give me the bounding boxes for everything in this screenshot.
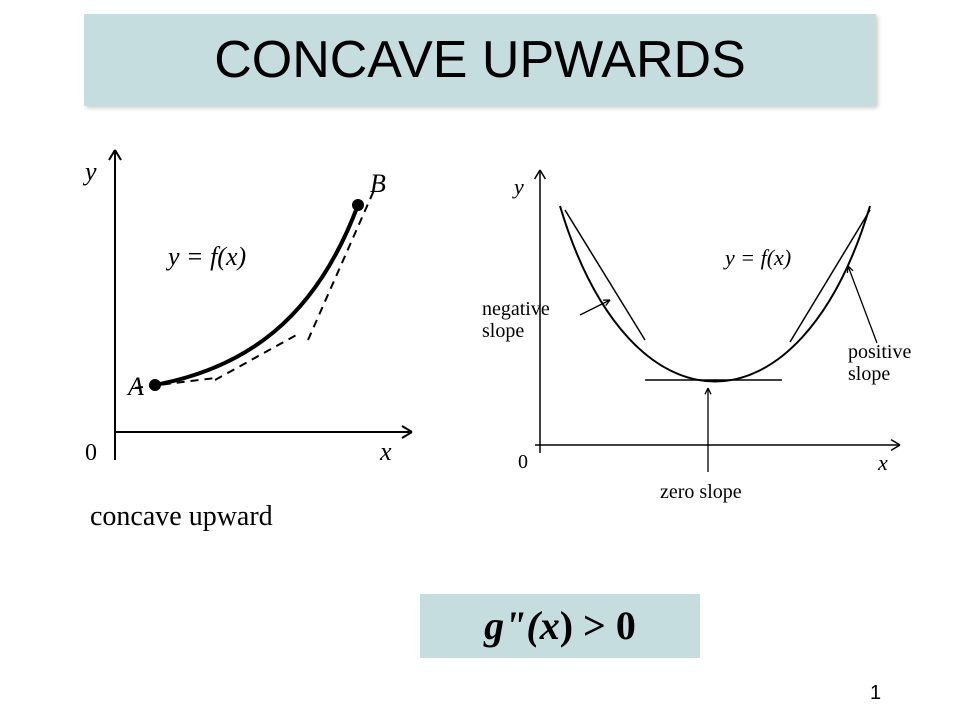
svg-text:B: B <box>370 169 386 198</box>
svg-text:x: x <box>379 437 392 466</box>
formula-text: g"(x) > 0 <box>484 603 636 648</box>
svg-text:0: 0 <box>518 451 528 473</box>
svg-text:A: A <box>126 372 144 401</box>
svg-text:y = f(x): y = f(x) <box>165 242 246 271</box>
page-number: 1 <box>870 682 881 705</box>
svg-text:y: y <box>512 174 524 199</box>
svg-text:slope: slope <box>482 320 524 342</box>
title-text: CONCAVE UPWARDS <box>214 31 746 89</box>
formula-x: x <box>540 603 560 648</box>
formula-box: g"(x) > 0 <box>420 594 700 658</box>
formula-end: ) > 0 <box>560 603 636 648</box>
svg-text:y: y <box>82 157 97 186</box>
svg-text:negative: negative <box>482 298 550 320</box>
left-diagram: y x 0 A By = f(x) concave upward <box>40 130 460 560</box>
svg-text:zero slope: zero slope <box>660 481 742 503</box>
svg-text:positive: positive <box>848 341 911 363</box>
title-box: CONCAVE UPWARDS <box>84 14 876 106</box>
formula-g: g"( <box>484 603 540 648</box>
svg-text:x: x <box>877 450 888 475</box>
svg-text:slope: slope <box>848 363 890 385</box>
svg-text:0: 0 <box>85 440 97 466</box>
svg-text:concave upward: concave upward <box>90 501 273 532</box>
right-diagram: yx0y = f(x)negativeslopepositiveslopezer… <box>470 150 940 550</box>
svg-text:y = f(x): y = f(x) <box>723 245 791 270</box>
